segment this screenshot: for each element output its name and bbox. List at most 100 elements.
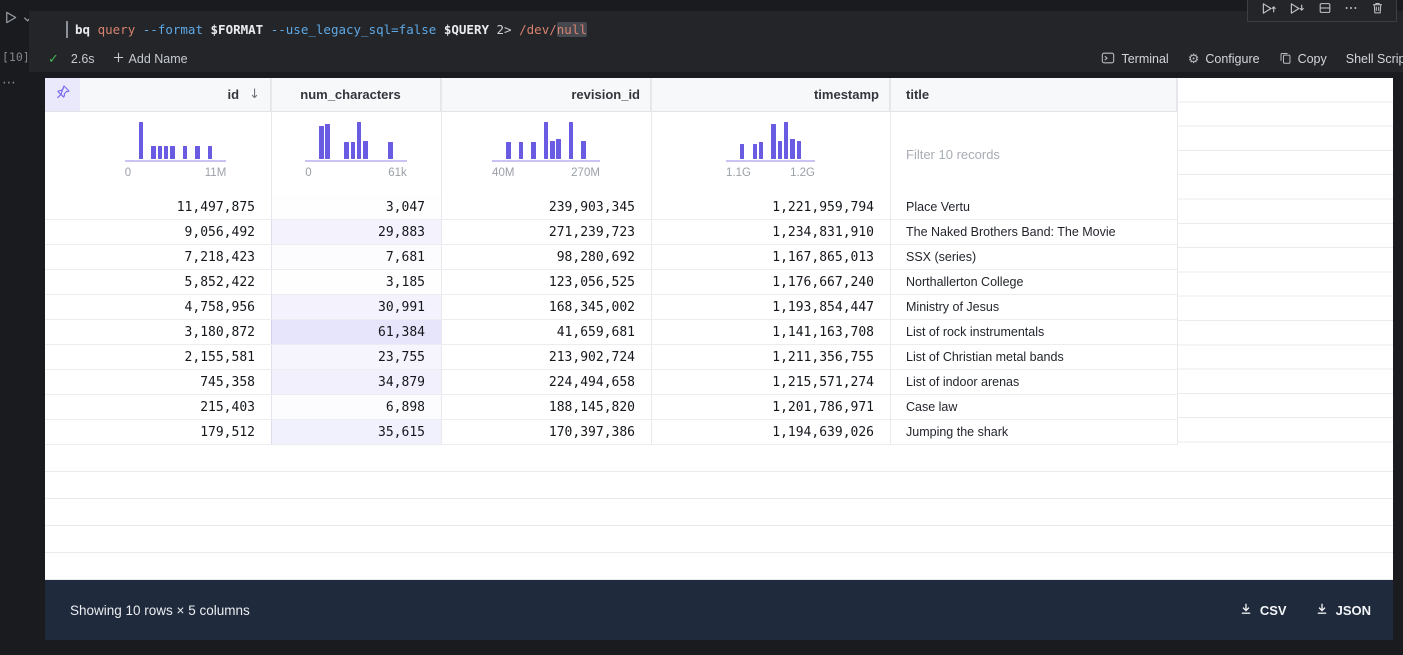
cell-id[interactable]: 4,758,956 — [184, 299, 255, 315]
cell-title[interactable]: SSX (series) — [906, 250, 977, 264]
column-header-revision_id[interactable]: revision_id — [441, 78, 651, 111]
cell-timestamp[interactable]: 1,141,163,708 — [772, 324, 874, 340]
histogram-filter-id[interactable]: 0 11M — [80, 112, 271, 195]
sort-desc-icon[interactable]: ↓ — [249, 87, 260, 102]
cell-timestamp[interactable]: 1,167,865,013 — [772, 249, 874, 265]
cell-num_characters[interactable]: 6,898 — [385, 399, 425, 415]
cell-timestamp[interactable]: 1,201,786,971 — [772, 399, 874, 415]
cell-num_characters[interactable]: 30,991 — [271, 295, 441, 319]
cell-timestamp[interactable]: 1,221,959,794 — [772, 199, 874, 215]
column-header-id[interactable]: id ↓ — [80, 78, 271, 111]
histogram-filter-revision_id[interactable]: 40M 270M — [441, 112, 651, 195]
cell-revision_id[interactable]: 98,280,692 — [556, 249, 635, 265]
add-name-button[interactable]: Add Name — [113, 52, 188, 66]
cell-id[interactable]: 11,497,875 — [176, 199, 255, 215]
table-row[interactable]: 9,056,492 29,883 271,239,723 1,234,831,910 T… — [45, 220, 1177, 245]
cell-timestamp[interactable]: 1,194,639,026 — [772, 424, 874, 440]
run-cell-button[interactable] — [3, 10, 32, 30]
cell-num_characters[interactable]: 7,681 — [385, 249, 425, 265]
trash-button[interactable] — [1371, 1, 1384, 20]
histogram-filter-timestamp[interactable]: 1.1G 1.2G — [651, 112, 890, 195]
histogram-bar — [581, 140, 586, 159]
column-label: id — [227, 87, 240, 102]
table-row[interactable]: 2,155,581 23,755 213,902,724 1,211,356,755 L… — [45, 345, 1177, 370]
configure-button[interactable]: ⚙ Configure — [1188, 52, 1260, 66]
split-cell-icon — [1318, 1, 1332, 20]
histogram-axis — [124, 160, 227, 162]
cell-id[interactable]: 7,218,423 — [184, 249, 255, 265]
cell-overflow-menu[interactable]: ⋯ — [2, 74, 17, 90]
cell-timestamp[interactable]: 1,211,356,755 — [772, 349, 874, 365]
column-label: revision_id — [571, 87, 640, 102]
column-header-timestamp[interactable]: timestamp — [651, 78, 890, 111]
cell-title[interactable]: List of rock instrumentals — [906, 325, 1045, 339]
cell-title[interactable]: The Naked Brothers Band: The Movie — [906, 225, 1116, 239]
cell-title[interactable]: Case law — [906, 400, 958, 414]
cell-title[interactable]: List of indoor arenas — [906, 375, 1020, 389]
cell-id[interactable]: 5,852,422 — [184, 274, 255, 290]
cell-timestamp[interactable]: 1,234,831,910 — [772, 224, 874, 240]
cell-id[interactable]: 2,155,581 — [184, 349, 255, 365]
column-label: num_characters — [300, 87, 401, 102]
more-button[interactable] — [1344, 1, 1358, 20]
terminal-button[interactable]: Terminal — [1101, 51, 1169, 68]
cell-num_characters[interactable]: 29,883 — [271, 220, 441, 244]
cell-id[interactable]: 3,180,872 — [184, 324, 255, 340]
command-line[interactable]: bq query --format $FORMAT --use_legacy_s… — [66, 18, 587, 40]
cell-revision_id[interactable]: 188,145,820 — [548, 399, 635, 415]
column-header-num_characters[interactable]: num_characters — [271, 78, 441, 111]
table-row[interactable]: 4,758,956 30,991 168,345,002 1,193,854,447 M… — [45, 295, 1177, 320]
cell-revision_id[interactable]: 271,239,723 — [548, 224, 635, 240]
cell-revision_id[interactable]: 213,902,724 — [548, 349, 635, 365]
cell-num_characters[interactable]: 34,879 — [271, 370, 441, 394]
table-row[interactable]: 179,512 35,615 170,397,386 1,194,639,026 Jum… — [45, 420, 1177, 445]
cell-id[interactable]: 9,056,492 — [184, 224, 255, 240]
cell-revision_id[interactable]: 168,345,002 — [548, 299, 635, 315]
download-json-button[interactable]: JSON — [1315, 602, 1371, 619]
cell-num_characters[interactable]: 3,185 — [385, 274, 425, 290]
cell-title[interactable]: Northallerton College — [906, 275, 1024, 289]
cell-toolbar — [1247, 0, 1397, 22]
command-token: $FORMAT — [210, 21, 264, 37]
pin-column-button[interactable] — [45, 78, 80, 111]
cell-num_characters[interactable]: 61,384 — [271, 320, 441, 344]
histogram-filter-num_characters[interactable]: 0 61k — [271, 112, 441, 195]
cell-num_characters[interactable]: 35,615 — [271, 420, 441, 444]
cell-title[interactable]: Jumping the shark — [906, 425, 1009, 439]
cell-title[interactable]: Ministry of Jesus — [906, 300, 1000, 314]
table-row[interactable]: 11,497,875 3,047 239,903,345 1,221,959,794 P… — [45, 195, 1177, 220]
cell-id[interactable]: 745,358 — [200, 374, 255, 390]
cell-revision_id[interactable]: 224,494,658 — [548, 374, 635, 390]
run-below-button[interactable] — [1289, 1, 1305, 21]
cell-id[interactable]: 179,512 — [200, 424, 255, 440]
cell-title[interactable]: List of Christian metal bands — [906, 350, 1064, 364]
cell-revision_id[interactable]: 239,903,345 — [548, 199, 635, 215]
histogram-bar — [207, 146, 213, 159]
table-row[interactable]: 215,403 6,898 188,145,820 1,201,786,971 Case… — [45, 395, 1177, 420]
command-code[interactable]: bq query --format $FORMAT --use_legacy_s… — [75, 21, 587, 37]
table-row[interactable]: 7,218,423 7,681 98,280,692 1,167,865,013 SSX… — [45, 245, 1177, 270]
cell-title[interactable]: Place Vertu — [906, 200, 970, 214]
cell-revision_id[interactable]: 41,659,681 — [556, 324, 635, 340]
title-filter-input[interactable]: Filter 10 records — [906, 146, 1000, 162]
table-row[interactable]: 745,358 34,879 224,494,658 1,215,571,274 Lis… — [45, 370, 1177, 395]
cell-timestamp[interactable]: 1,215,571,274 — [772, 374, 874, 390]
cell-timestamp[interactable]: 1,176,667,240 — [772, 274, 874, 290]
cell-timestamp[interactable]: 1,193,854,447 — [772, 299, 874, 315]
copy-button[interactable]: Copy — [1279, 51, 1327, 68]
cell-revision_id[interactable]: 170,397,386 — [548, 424, 635, 440]
download-csv-button[interactable]: CSV — [1239, 602, 1287, 619]
cell-num_characters[interactable]: 3,047 — [385, 199, 425, 215]
table-row[interactable]: 5,852,422 3,185 123,056,525 1,176,667,240 No… — [45, 270, 1177, 295]
run-below-icon — [1289, 1, 1305, 21]
histogram-bar — [170, 146, 175, 159]
cell-num_characters[interactable]: 23,755 — [271, 345, 441, 369]
table-row[interactable]: 3,180,872 61,384 41,659,681 1,141,163,708 Li… — [45, 320, 1177, 345]
cell-revision_id[interactable]: 123,056,525 — [548, 274, 635, 290]
column-header-title[interactable]: title — [890, 78, 1177, 111]
cell-id[interactable]: 215,403 — [200, 399, 255, 415]
split-cell-button[interactable] — [1318, 1, 1332, 20]
run-above-button[interactable] — [1261, 1, 1277, 21]
shell-script-button[interactable]: Shell Script — [1346, 52, 1403, 66]
histogram-range-labels: 40M 270M — [492, 167, 600, 179]
